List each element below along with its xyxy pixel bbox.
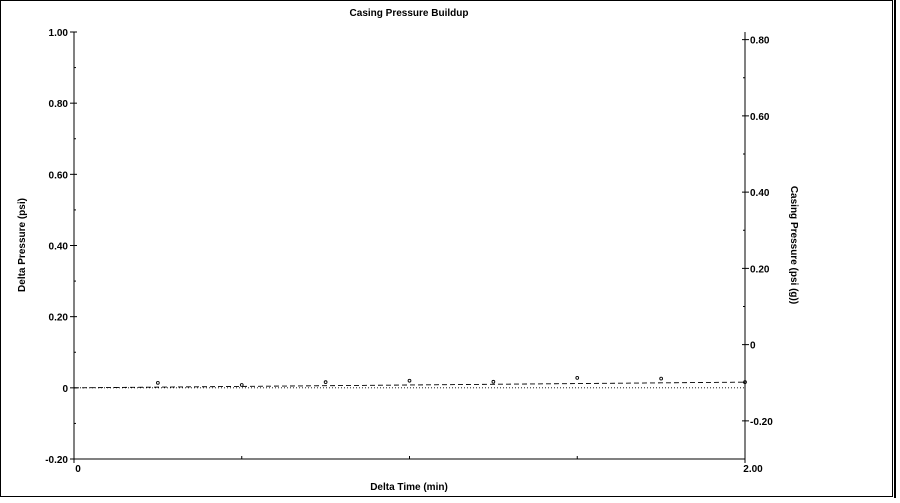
y-tick-label: 0.20 bbox=[49, 313, 69, 324]
plot-area: -0.20 0 0.20 0.40 0.60 0.80 1.00 -0.20 0 0.20 0.40… bbox=[45, 28, 773, 475]
data-point bbox=[659, 376, 663, 381]
x-tick-label: 0 bbox=[75, 464, 81, 475]
y2-tick-label: 0.40 bbox=[750, 188, 770, 199]
data-point bbox=[743, 380, 747, 384]
y2-axis-label: Casing Pressure (psi (g)) bbox=[788, 186, 799, 304]
y-tick-label: 1.00 bbox=[49, 28, 69, 39]
y2-tick-label: 0.80 bbox=[750, 36, 770, 47]
y-axis-label: Delta Pressure (psi) bbox=[17, 198, 28, 292]
data-point bbox=[575, 376, 580, 380]
data-point bbox=[239, 383, 244, 387]
y-tick-label: 0.60 bbox=[49, 170, 69, 181]
y-tick-label: -0.20 bbox=[45, 455, 68, 466]
chart-title: Casing Pressure Buildup bbox=[350, 8, 469, 19]
y-tick-label: 0 bbox=[62, 384, 68, 395]
data-point bbox=[323, 380, 328, 384]
y-tick-label: 0.40 bbox=[49, 242, 69, 253]
x-tick-label: 2.00 bbox=[743, 464, 763, 475]
y2-tick-label: 0 bbox=[750, 341, 756, 352]
data-point bbox=[407, 378, 412, 383]
y-tick-label: 0.80 bbox=[49, 99, 69, 110]
y2-tick-label: 0.60 bbox=[750, 112, 770, 123]
y2-tick-label: -0.20 bbox=[750, 417, 773, 428]
data-point bbox=[156, 381, 160, 385]
trend-line bbox=[73, 381, 746, 389]
x-axis-label: Delta Time (min) bbox=[370, 482, 448, 493]
data-point bbox=[491, 379, 496, 384]
y2-tick-label: 0.20 bbox=[750, 264, 770, 275]
